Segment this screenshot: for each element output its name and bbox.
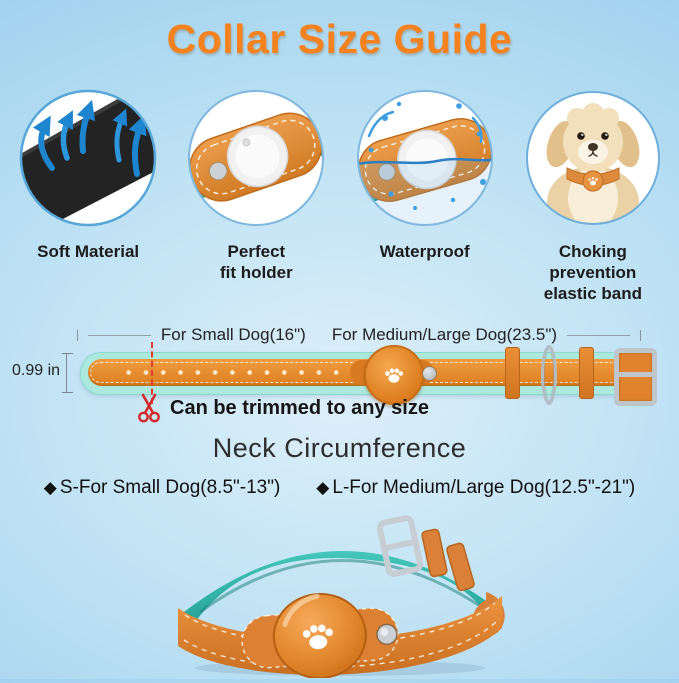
feature-choking-prevention: Choking prevention elastic band bbox=[509, 88, 677, 304]
rivet-icon bbox=[422, 366, 437, 381]
metal-ring bbox=[541, 345, 557, 405]
collar-width-label: 0.99 in bbox=[12, 362, 61, 379]
measure-line-right bbox=[567, 334, 631, 336]
neck-circumference-heading: Neck Circumference bbox=[212, 433, 467, 463]
buckle bbox=[614, 348, 657, 406]
width-measure-bracket bbox=[62, 353, 77, 393]
waterproof-splash-icon bbox=[355, 88, 495, 228]
feature-waterproof: Waterproof bbox=[341, 88, 509, 304]
size-option-label: L-For Medium/Large Dog(12.5"-21") bbox=[332, 477, 636, 498]
feature-label: Choking prevention elastic band bbox=[543, 242, 642, 303]
trim-note-row: Can be trimmed to any size bbox=[136, 393, 429, 423]
size-option-large: ◆ L-For Medium/Large Dog(12.5"-21") bbox=[316, 477, 635, 499]
keeper-loop bbox=[579, 347, 594, 399]
keeper-loop bbox=[505, 347, 520, 399]
keeper-loop bbox=[446, 542, 475, 592]
diamond-bullet-icon: ◆ bbox=[316, 478, 330, 497]
airtag-fit-holder-icon bbox=[186, 88, 326, 228]
size-diagram: For Small Dog(16") For Medium/Large Dog(… bbox=[0, 313, 679, 435]
measure-tick-left bbox=[77, 329, 78, 341]
scissors-icon bbox=[138, 393, 160, 423]
trim-cut-line bbox=[151, 342, 153, 404]
features-row: Soft Material bbox=[4, 88, 677, 304]
product-photo bbox=[170, 500, 510, 680]
airtag-holder bbox=[364, 345, 424, 405]
page-title: Collar Size Guide bbox=[166, 16, 513, 62]
small-dog-length-label: For Small Dog(16") bbox=[160, 325, 306, 344]
size-option-small: ◆ S-For Small Dog(8.5"-13") bbox=[44, 477, 281, 499]
feature-label: Soft Material bbox=[37, 242, 140, 261]
slide-buckle bbox=[376, 515, 424, 577]
measure-line-left bbox=[88, 334, 151, 336]
feature-label: Waterproof bbox=[379, 242, 470, 261]
buckle-bar bbox=[614, 372, 657, 377]
feature-perfect-fit-holder: Perfect fit holder bbox=[172, 88, 340, 304]
trim-note: Can be trimmed to any size bbox=[170, 396, 429, 419]
paw-icon bbox=[385, 368, 404, 383]
collar-adjustment-holes bbox=[118, 369, 344, 376]
diamond-bullet-icon: ◆ bbox=[43, 478, 57, 497]
puppy-wearing-collar-photo bbox=[523, 88, 663, 228]
measure-tick-right bbox=[640, 329, 642, 341]
keeper-loop bbox=[421, 528, 448, 578]
feature-label: Perfect fit holder bbox=[220, 242, 293, 282]
size-options: ◆ S-For Small Dog(8.5"-13") ◆ L-For Medi… bbox=[0, 477, 679, 499]
paw-icon bbox=[302, 624, 333, 650]
feature-soft-material: Soft Material bbox=[4, 88, 172, 304]
medium-large-dog-length-label: For Medium/Large Dog(23.5") bbox=[331, 325, 558, 344]
airtag-holder bbox=[241, 592, 399, 680]
size-option-label: S-For Small Dog(8.5"-13") bbox=[59, 477, 281, 498]
airflow-arrows-icon bbox=[18, 88, 158, 228]
length-measure-line: For Small Dog(16") For Medium/Large Dog(… bbox=[77, 325, 642, 344]
